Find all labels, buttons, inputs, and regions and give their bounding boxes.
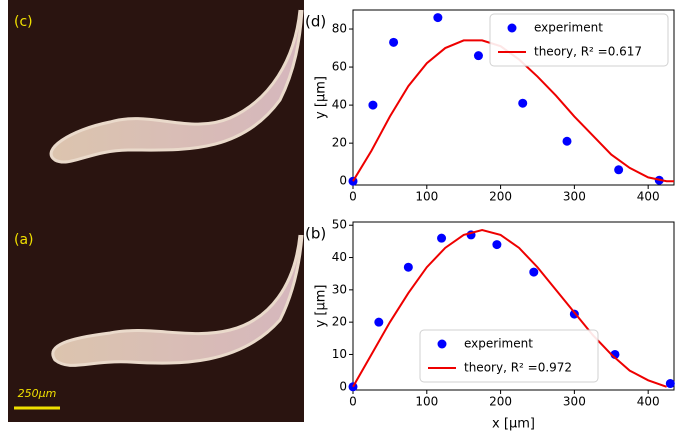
panel-label: (c) (14, 14, 33, 30)
data-point (374, 317, 384, 327)
plot-frame (352, 9, 675, 186)
panel-label: (a) (14, 232, 34, 248)
y-axis-label: y [μm] (314, 285, 329, 328)
data-point (433, 13, 443, 23)
data-point (614, 165, 624, 175)
data-point (562, 136, 572, 146)
legend-label: experiment (464, 337, 533, 351)
data-point (518, 98, 528, 108)
panel-label: (b) (305, 225, 326, 243)
plot-frame (352, 221, 675, 391)
x-tick-label: 100 (415, 190, 438, 204)
y-tick-label: 50 (332, 218, 347, 232)
image-bottom: (a) 250μm (8, 218, 304, 422)
y-tick-label: 0 (339, 174, 347, 188)
x-tick-label: 400 (637, 395, 660, 409)
data-point (665, 379, 675, 389)
data-point (492, 240, 502, 250)
data-point (389, 37, 399, 47)
theory-line (352, 229, 667, 388)
y-tick-label: 0 (339, 379, 347, 393)
y-tick-label: 80 (332, 22, 347, 36)
data-point (529, 267, 539, 277)
legend-label: theory, R² =0.617 (534, 45, 642, 59)
panel-label: (d) (305, 13, 326, 31)
x-tick-label: 300 (563, 395, 586, 409)
legend-label: experiment (534, 21, 603, 35)
legend-marker (507, 23, 517, 33)
y-tick-label: 40 (332, 98, 347, 112)
legend-box (489, 13, 669, 67)
y-tick-label: 20 (332, 315, 347, 329)
x-tick-label: 100 (415, 395, 438, 409)
data-point (473, 51, 483, 61)
image-top: (c) (8, 0, 304, 218)
data-point (437, 233, 447, 243)
scale-bar-label: 250μm (18, 387, 57, 400)
y-axis-label: y [μm] (314, 76, 329, 119)
legend-box (419, 329, 599, 383)
y-tick-label: 40 (332, 250, 347, 264)
x-tick-label: 200 (489, 190, 512, 204)
data-point (403, 262, 413, 272)
data-point (368, 100, 378, 110)
y-tick-label: 30 (332, 282, 347, 296)
x-tick-label: 400 (637, 190, 660, 204)
x-tick-label: 0 (349, 190, 357, 204)
y-tick-label: 60 (332, 60, 347, 74)
legend-label: theory, R² =0.972 (464, 361, 572, 375)
x-tick-label: 0 (349, 395, 357, 409)
x-tick-label: 200 (489, 395, 512, 409)
legend-marker (437, 339, 447, 349)
y-tick-label: 20 (332, 136, 347, 150)
y-tick-label: 10 (332, 347, 347, 361)
x-tick-label: 300 (563, 190, 586, 204)
x-axis-label: x [μm] (492, 417, 535, 432)
